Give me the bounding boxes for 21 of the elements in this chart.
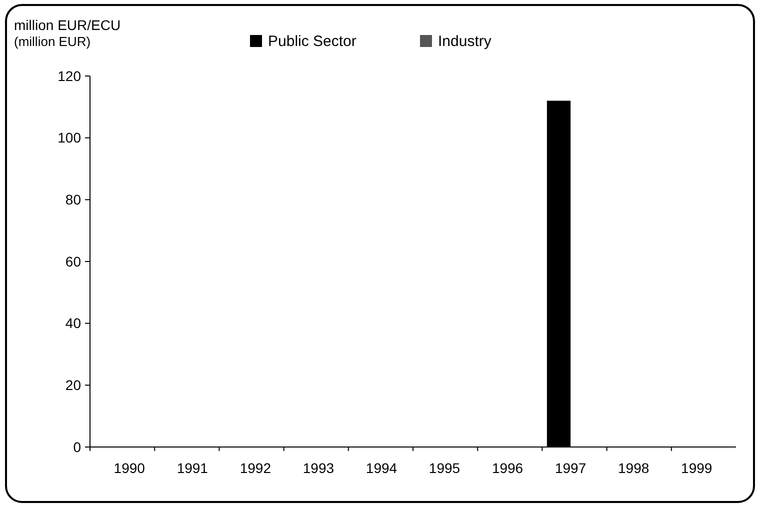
y-tick-label: 100: [58, 130, 82, 146]
y-tick-label: 80: [65, 192, 82, 208]
y-tick-label: 60: [65, 253, 82, 270]
x-tick-label: 1993: [302, 460, 334, 476]
x-tick-label: 1997: [554, 460, 586, 476]
x-tick-label: 1998: [618, 460, 650, 476]
x-tick-label: 1999: [681, 460, 712, 476]
x-tick-label: 1991: [176, 460, 208, 476]
x-tick-label: 1995: [428, 460, 460, 476]
y-axis-title: million EUR/ECU: [14, 17, 121, 33]
x-tick-label: 1994: [366, 460, 398, 476]
legend-label: Public Sector: [268, 33, 356, 50]
y-tick-label: 120: [58, 68, 82, 84]
legend-label: Industry: [438, 33, 492, 50]
text: (million EUR): [14, 34, 91, 49]
y-tick-label: 0: [73, 438, 82, 455]
y-tick-label: 40: [65, 315, 82, 332]
x-tick-label: 1990: [114, 460, 146, 476]
y-tick-label: 20: [65, 377, 82, 394]
x-tick-label: 1996: [492, 460, 524, 476]
x-tick-label: 1992: [240, 460, 272, 476]
